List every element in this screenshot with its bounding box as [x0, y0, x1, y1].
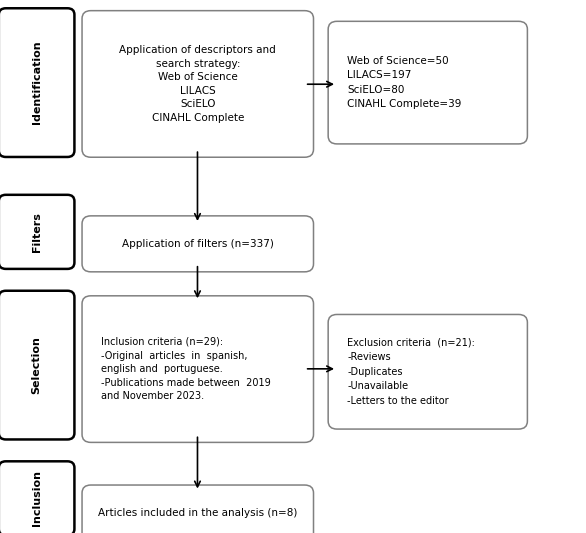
Text: Articles included in the analysis (n=8): Articles included in the analysis (n=8)	[98, 508, 298, 518]
FancyBboxPatch shape	[0, 8, 74, 157]
Text: Application of filters (n=337): Application of filters (n=337)	[122, 239, 274, 249]
FancyBboxPatch shape	[82, 216, 314, 272]
FancyBboxPatch shape	[328, 314, 527, 429]
Text: Identification: Identification	[32, 41, 42, 124]
FancyBboxPatch shape	[0, 291, 74, 439]
FancyBboxPatch shape	[0, 461, 74, 533]
FancyBboxPatch shape	[0, 195, 74, 269]
Text: Exclusion criteria  (n=21):
-Reviews
-Duplicates
-Unavailable
-Letters to the ed: Exclusion criteria (n=21): -Reviews -Dup…	[347, 338, 475, 406]
Text: Selection: Selection	[32, 336, 42, 394]
Text: Filters: Filters	[32, 212, 42, 252]
FancyBboxPatch shape	[82, 485, 314, 533]
Text: Inclusion: Inclusion	[32, 470, 42, 527]
FancyBboxPatch shape	[82, 11, 314, 157]
Text: Inclusion criteria (n=29):
-Original  articles  in  spanish,
english and  portug: Inclusion criteria (n=29): -Original art…	[101, 337, 271, 401]
FancyBboxPatch shape	[328, 21, 527, 144]
Text: Application of descriptors and
search strategy:
Web of Science
LILACS
SciELO
CIN: Application of descriptors and search st…	[120, 45, 276, 123]
Text: Web of Science=50
LILACS=197
SciELO=80
CINAHL Complete=39: Web of Science=50 LILACS=197 SciELO=80 C…	[347, 56, 462, 109]
FancyBboxPatch shape	[82, 296, 314, 442]
